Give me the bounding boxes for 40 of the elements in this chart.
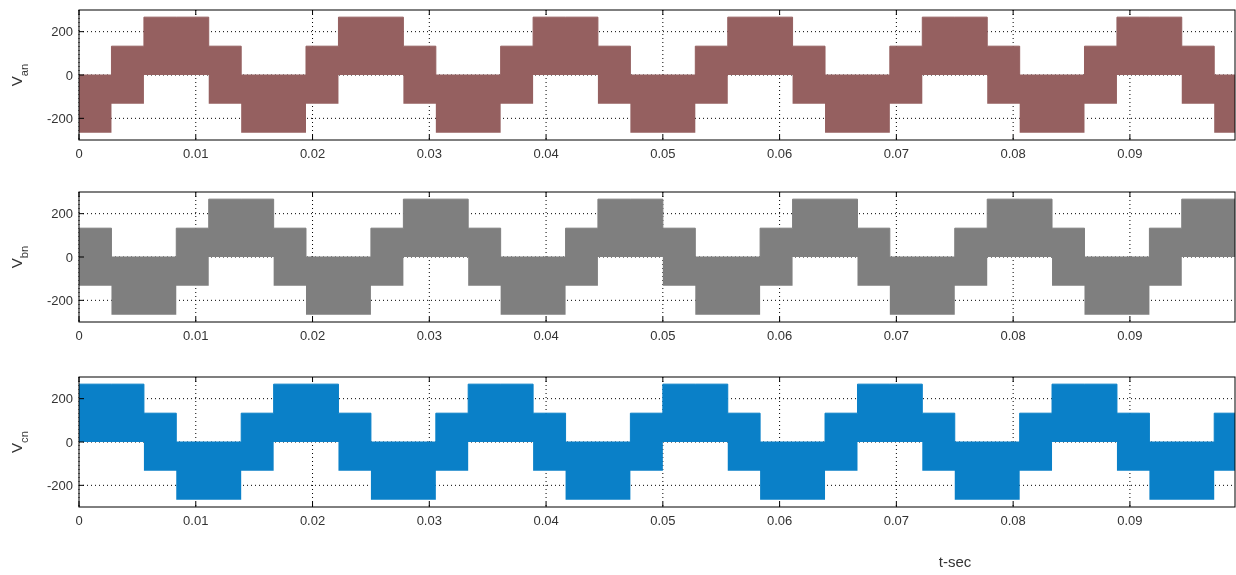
x-tick-label: 0.01: [183, 513, 209, 528]
y-tick-label: -200: [46, 110, 73, 126]
x-tick-label: 0.09: [1117, 513, 1143, 528]
x-tick-label: 0.03: [416, 146, 442, 161]
y-tick-label: 0: [65, 434, 73, 450]
y-tick-label: 0: [65, 249, 73, 265]
x-tick-label: 0.08: [1000, 513, 1026, 528]
y-tick-label: -200: [46, 477, 73, 493]
x-tick-label: 0.01: [183, 146, 209, 161]
x-tick-label: 0.06: [766, 146, 793, 161]
x-tick-label: 0.05: [650, 328, 676, 343]
y-tick-label: 200: [51, 24, 73, 40]
x-tick-label: 0.05: [650, 513, 676, 528]
y-tick-label: 200: [51, 391, 73, 407]
x-tick-label: 0.04: [533, 146, 559, 161]
x-tick-label: 0: [75, 513, 83, 528]
x-tick-label: 0.06: [766, 513, 793, 528]
y-tick-label: 0: [65, 67, 73, 83]
y-tick-label: 200: [51, 206, 73, 222]
x-tick-label: 0.09: [1117, 328, 1143, 343]
x-tick-label: 0: [75, 328, 83, 343]
x-tick-label: 0.09: [1117, 146, 1143, 161]
x-tick-label: 0.02: [299, 328, 326, 343]
y-tick-label: -200: [46, 292, 73, 308]
x-tick-label: 0.03: [416, 513, 442, 528]
x-tick-label: 0.05: [650, 146, 676, 161]
x-axis-title: t-sec: [938, 553, 972, 570]
x-tick-label: 0.07: [883, 146, 910, 161]
x-tick-label: 0.08: [1000, 328, 1026, 343]
x-tick-label: 0.01: [183, 328, 209, 343]
x-tick-label: 0.03: [416, 328, 442, 343]
x-tick-label: 0.04: [533, 328, 559, 343]
x-tick-label: 0.07: [883, 513, 910, 528]
x-tick-label: 0.02: [299, 513, 326, 528]
x-tick-label: 0.06: [766, 328, 793, 343]
x-tick-label: 0.07: [883, 328, 910, 343]
x-tick-label: 0: [75, 146, 83, 161]
x-tick-label: 0.04: [533, 513, 559, 528]
x-tick-label: 0.02: [299, 146, 326, 161]
x-tick-label: 0.08: [1000, 146, 1026, 161]
